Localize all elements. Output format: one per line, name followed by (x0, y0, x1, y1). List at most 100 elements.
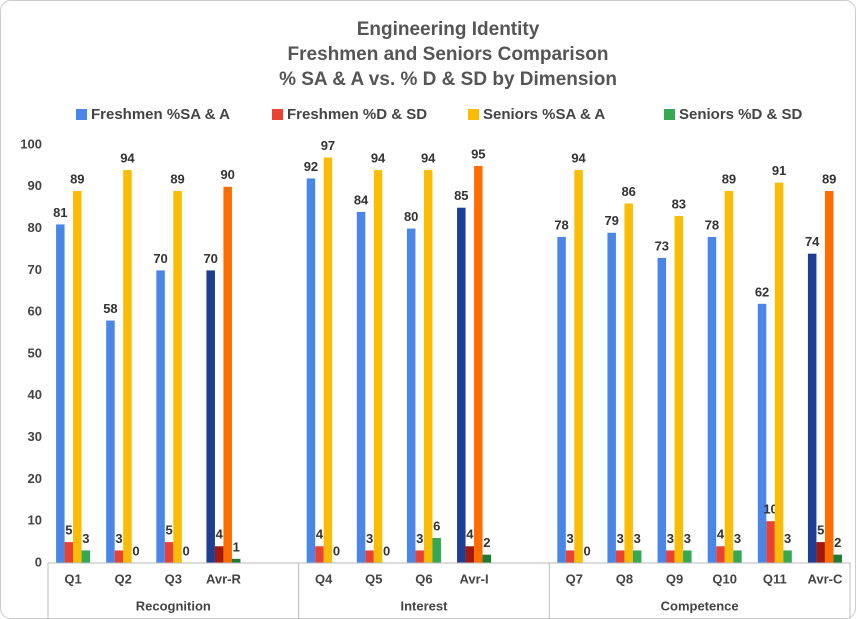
legend-swatch (272, 109, 283, 120)
bar (724, 190, 734, 564)
y-tick-label: 100 (20, 136, 42, 151)
value-label: 2 (483, 535, 490, 550)
group-label: Interest (400, 598, 448, 613)
bar (707, 236, 717, 563)
bar (816, 542, 825, 563)
bar (365, 550, 374, 563)
value-label: 83 (672, 196, 686, 211)
x-tick-label: Q10 (712, 571, 737, 586)
value-label: 70 (153, 251, 167, 266)
legend-label: Freshmen %D & SD (287, 106, 427, 123)
bar (774, 182, 784, 563)
group-label: Competence (661, 598, 739, 613)
value-label: 79 (604, 213, 618, 228)
bar (624, 203, 633, 563)
bar (683, 550, 692, 563)
value-label: 3 (734, 531, 741, 546)
value-label: 5 (65, 523, 72, 538)
value-label: 0 (132, 543, 139, 558)
value-label: 86 (621, 184, 635, 199)
bar (173, 190, 182, 564)
value-label: 58 (103, 301, 117, 316)
y-tick-label: 60 (28, 304, 42, 319)
bar (833, 554, 842, 563)
bar (733, 550, 742, 563)
value-label: 89 (170, 171, 184, 186)
bar (356, 211, 366, 563)
bar (574, 170, 583, 563)
legend-swatch (76, 109, 87, 120)
bar (415, 550, 424, 563)
value-label: 2 (834, 535, 841, 550)
x-tick-label: Q4 (315, 571, 333, 586)
value-label: 4 (216, 527, 224, 542)
value-label: 3 (115, 531, 122, 546)
bar (557, 236, 566, 563)
bar (106, 320, 115, 563)
value-label: 3 (366, 531, 373, 546)
y-tick-label: 90 (28, 178, 42, 193)
x-tick-label: Avr-C (807, 571, 843, 586)
value-label: 3 (684, 531, 691, 546)
y-tick-label: 50 (28, 345, 42, 360)
bar (231, 558, 241, 563)
value-label: 78 (705, 217, 719, 232)
value-label: 94 (371, 151, 386, 166)
bar (465, 546, 475, 563)
bar (565, 550, 575, 563)
value-label: 3 (416, 531, 423, 546)
value-label: 3 (566, 531, 573, 546)
value-label: 94 (571, 151, 586, 166)
bar (373, 170, 383, 563)
value-label: 94 (120, 151, 135, 166)
value-label: 70 (203, 251, 217, 266)
value-label: 92 (304, 159, 318, 174)
value-label: 90 (220, 167, 234, 182)
bar (406, 228, 416, 563)
value-label: 73 (655, 238, 669, 253)
y-tick-label: 10 (28, 513, 42, 528)
chart-title: Freshmen and Seniors Comparison (288, 44, 609, 65)
value-label: 97 (321, 138, 335, 153)
value-label: 95 (471, 146, 485, 161)
x-tick-label: Q7 (566, 571, 583, 586)
value-label: 3 (634, 531, 641, 546)
value-label: 4 (316, 527, 324, 542)
value-label: 0 (583, 543, 590, 558)
bar (783, 550, 792, 563)
bar (73, 190, 82, 564)
value-label: 10 (763, 502, 777, 517)
bar (223, 186, 232, 564)
value-label: 3 (617, 531, 624, 546)
value-label: 3 (667, 531, 674, 546)
value-label: 94 (421, 151, 436, 166)
value-label: 5 (165, 523, 172, 538)
legend-label: Freshmen %SA & A (91, 106, 230, 123)
bar (482, 554, 492, 563)
bar (123, 170, 132, 563)
value-label: 85 (454, 188, 468, 203)
value-label: 89 (70, 171, 84, 186)
value-label: 3 (784, 531, 791, 546)
value-label: 89 (822, 171, 836, 186)
legend-swatch (664, 109, 675, 120)
chart-title: % SA & A vs. % D & SD by Dimension (279, 69, 617, 90)
value-label: 74 (805, 234, 820, 249)
x-tick-label: Q3 (165, 571, 182, 586)
x-tick-label: Q2 (115, 571, 132, 586)
bar (766, 521, 775, 563)
bar (306, 178, 316, 563)
bar (64, 542, 74, 563)
x-tick-label: Q9 (666, 571, 683, 586)
bar (432, 537, 441, 563)
x-tick-label: Avr-I (459, 571, 488, 586)
bar (632, 550, 642, 563)
value-label: 0 (333, 543, 340, 558)
y-tick-label: 30 (28, 429, 42, 444)
value-label: 4 (466, 527, 474, 542)
y-tick-label: 40 (28, 387, 42, 402)
value-label: 0 (182, 543, 189, 558)
legend-label: Seniors %SA & A (483, 106, 605, 123)
